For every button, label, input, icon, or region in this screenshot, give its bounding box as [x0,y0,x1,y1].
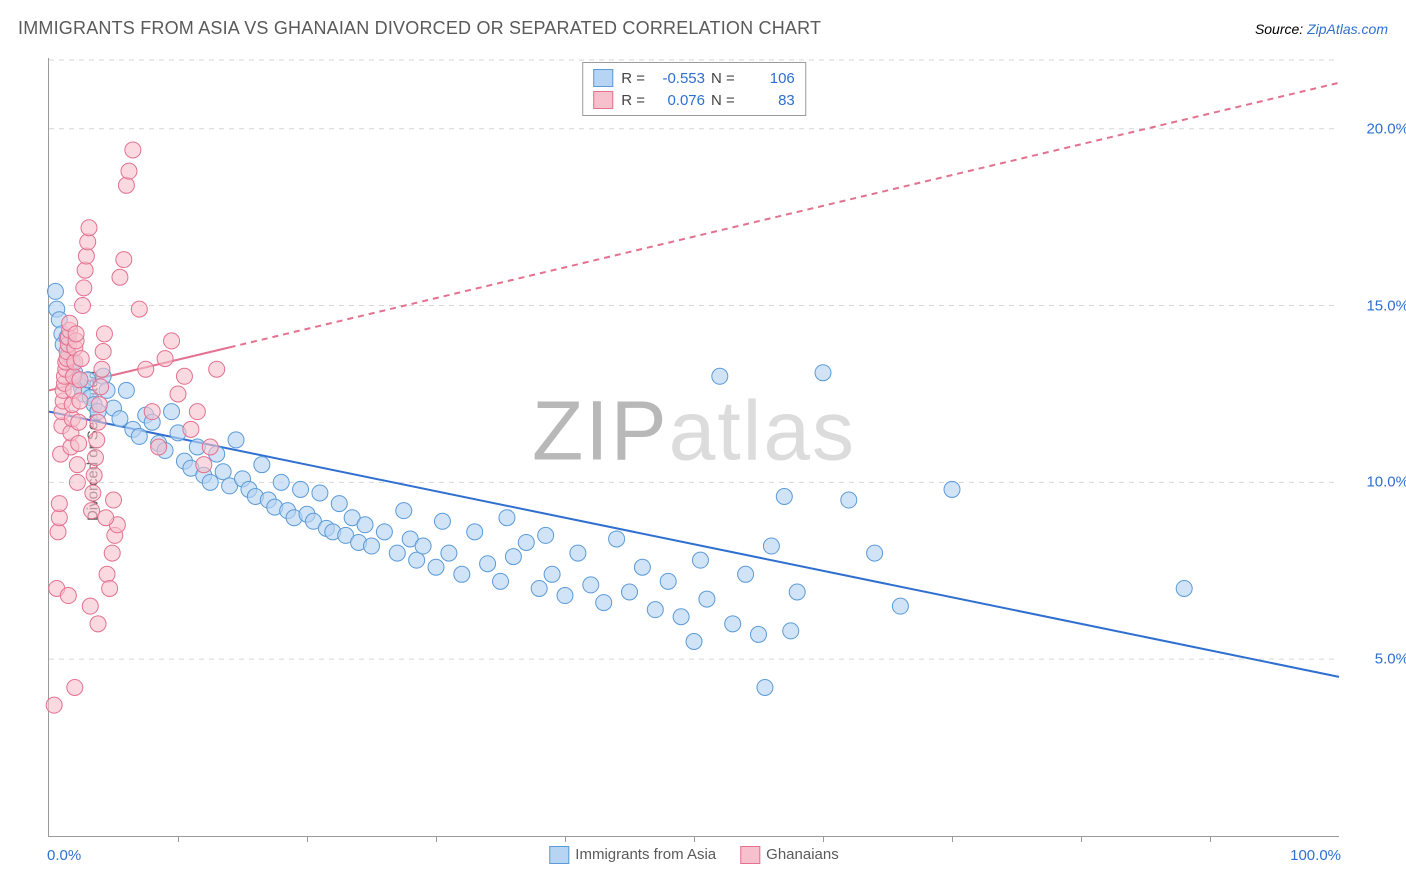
series-legend-asia: Immigrants from Asia [549,846,716,864]
source-attribution: Source: ZipAtlas.com [1255,21,1388,37]
x-tick [565,836,566,842]
y-tick-label: 10.0% [1349,474,1406,491]
n-label: N = [711,70,735,87]
x-tick [952,836,953,842]
n-value-asia: 106 [741,70,795,87]
stats-legend-row-asia: R = -0.553 N = 106 [593,67,795,89]
n-label: N = [711,92,735,109]
plot-area: ZIPatlas 5.0%10.0%15.0%20.0% R = -0.553 … [48,58,1339,837]
y-tick-label: 5.0% [1349,651,1406,668]
series-legend-ghanaian-label: Ghanaians [766,846,839,863]
r-label: R = [621,92,645,109]
stats-legend: R = -0.553 N = 106 R = 0.076 N = 83 [582,62,806,116]
r-value-ghanaian: 0.076 [651,92,705,109]
y-tick-label: 15.0% [1349,297,1406,314]
x-tick [307,836,308,842]
chart-title: IMMIGRANTS FROM ASIA VS GHANAIAN DIVORCE… [18,18,821,39]
legend-swatch-ghanaian [593,91,613,109]
x-tick [1210,836,1211,842]
legend-swatch-ghanaian-icon [740,846,760,864]
legend-swatch-asia [593,69,613,87]
chart-svg [49,58,1339,836]
y-tick-label: 20.0% [1349,120,1406,137]
stats-legend-row-ghanaian: R = 0.076 N = 83 [593,89,795,111]
r-label: R = [621,70,645,87]
source-link[interactable]: ZipAtlas.com [1307,21,1388,37]
x-tick [694,836,695,842]
x-tick [178,836,179,842]
x-tick [1081,836,1082,842]
series-legend-ghanaian: Ghanaians [740,846,839,864]
x-axis-min-label: 0.0% [47,847,81,864]
x-tick [436,836,437,842]
x-axis-max-label: 100.0% [1290,847,1341,864]
x-tick [823,836,824,842]
source-label: Source: [1255,21,1307,37]
n-value-ghanaian: 83 [741,92,795,109]
series-legend-asia-label: Immigrants from Asia [575,846,716,863]
r-value-asia: -0.553 [651,70,705,87]
legend-swatch-asia-icon [549,846,569,864]
series-legend: Immigrants from Asia Ghanaians [549,846,838,864]
